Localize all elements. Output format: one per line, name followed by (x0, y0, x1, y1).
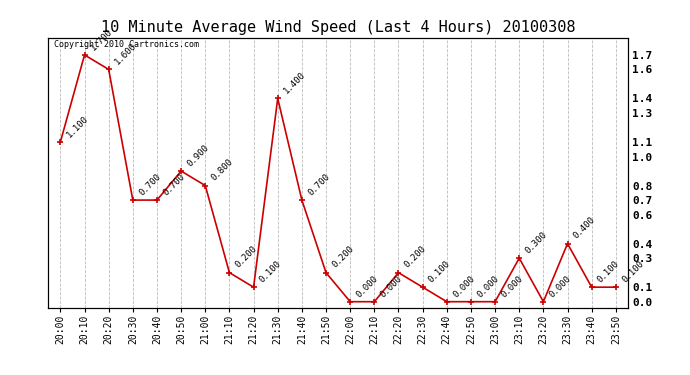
Text: 1.700: 1.700 (89, 27, 114, 52)
Text: 1.600: 1.600 (113, 41, 138, 67)
Text: 0.000: 0.000 (500, 273, 524, 299)
Text: 0.400: 0.400 (572, 216, 597, 241)
Text: 0.000: 0.000 (548, 273, 573, 299)
Text: 0.000: 0.000 (451, 273, 476, 299)
Text: 0.700: 0.700 (306, 172, 331, 197)
Text: 0.900: 0.900 (186, 143, 210, 168)
Text: 1.100: 1.100 (65, 114, 90, 139)
Text: 0.800: 0.800 (210, 158, 235, 183)
Text: 0.200: 0.200 (331, 244, 355, 270)
Text: 1.400: 1.400 (282, 70, 307, 96)
Text: Copyright 2010 Cartronics.com: Copyright 2010 Cartronics.com (54, 40, 199, 49)
Text: 0.100: 0.100 (596, 259, 621, 284)
Text: 0.000: 0.000 (475, 273, 500, 299)
Text: 0.700: 0.700 (137, 172, 162, 197)
Text: 0.300: 0.300 (524, 230, 549, 255)
Text: 0.700: 0.700 (161, 172, 186, 197)
Text: 0.000: 0.000 (355, 273, 380, 299)
Text: 0.200: 0.200 (234, 244, 259, 270)
Text: 0.100: 0.100 (620, 259, 645, 284)
Text: 0.100: 0.100 (258, 259, 283, 284)
Title: 10 Minute Average Wind Speed (Last 4 Hours) 20100308: 10 Minute Average Wind Speed (Last 4 Hou… (101, 20, 575, 35)
Text: 0.200: 0.200 (403, 244, 428, 270)
Text: 0.100: 0.100 (427, 259, 452, 284)
Text: 0.000: 0.000 (379, 273, 404, 299)
